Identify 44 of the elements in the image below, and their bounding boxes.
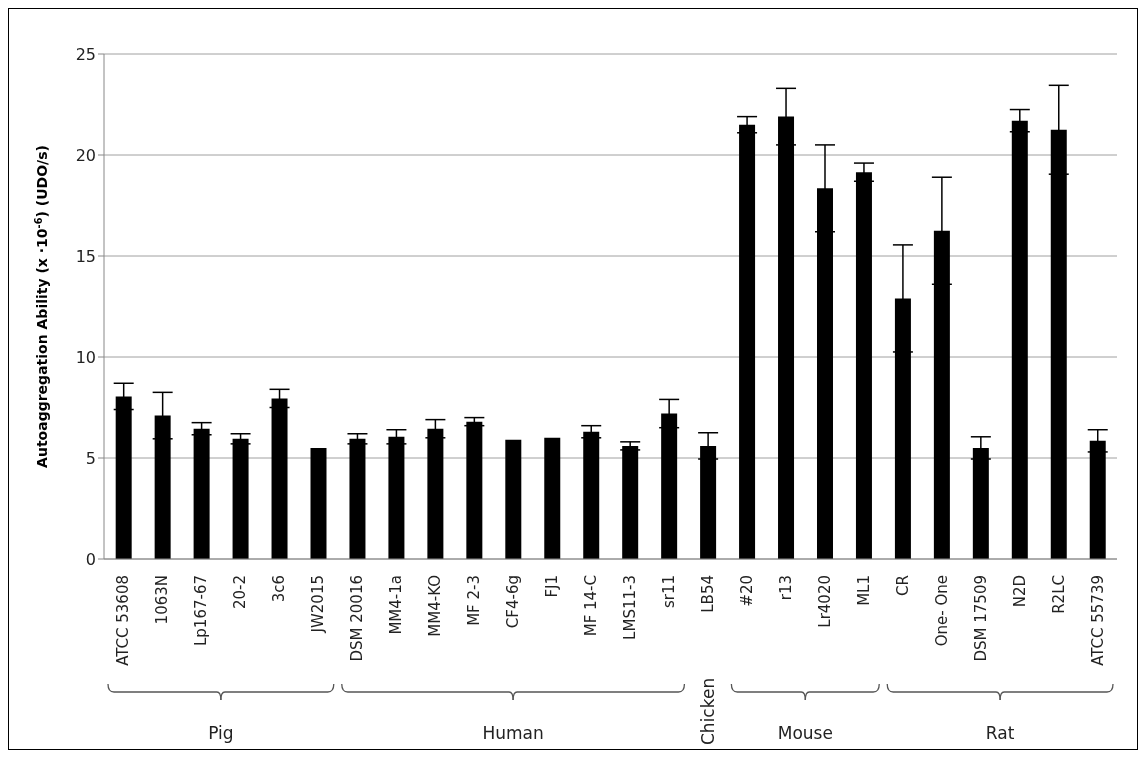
x-tick-label: 3c6 (270, 575, 289, 603)
x-tick-label: Lr4020 (815, 575, 834, 628)
bar (232, 438, 249, 559)
bar (466, 421, 483, 559)
text: Chicken (697, 677, 718, 745)
x-tick-label: ML1 (854, 575, 873, 606)
x-tick-label: DSM 17509 (971, 575, 990, 662)
x-tick-label: FJ1 (543, 575, 562, 598)
x-tick-label: sr11 (659, 575, 678, 609)
bar (544, 437, 561, 559)
bar (622, 445, 639, 559)
x-tick-label: Lp167-67 (192, 575, 211, 647)
x-tick-label: ATCC 55739 (1088, 575, 1107, 666)
text: Rat (985, 723, 1015, 743)
text: Pig (208, 723, 234, 743)
y-tick-label: 25 (75, 44, 96, 64)
text: Mouse (777, 723, 833, 743)
bar (310, 447, 327, 559)
x-tick-label: One- One (932, 575, 951, 647)
x-tick-label: LB54 (698, 575, 717, 613)
x-tick-label: MM4-1a (387, 575, 406, 635)
bar (505, 439, 522, 559)
x-tick-label: MM4-KO (426, 575, 445, 637)
x-tick-label: CR (893, 575, 912, 596)
x-tick-label: CF4-6g (504, 575, 523, 629)
text: Human (482, 723, 544, 743)
x-tick-label: 20-2 (231, 575, 250, 610)
x-tick-label: R2LC (1049, 575, 1068, 614)
x-tick-label: #20 (737, 575, 756, 607)
x-tick-label: JW2015 (309, 575, 328, 634)
y-tick-label: 0 (85, 549, 96, 569)
y-tick-label: 20 (75, 145, 96, 165)
x-tick-label: N2D (1010, 575, 1029, 608)
x-tick-label: MF 2-3 (465, 575, 484, 626)
y-tick-label: 10 (75, 347, 96, 367)
x-tick-label: r13 (776, 575, 795, 601)
y-tick-label: 15 (75, 246, 96, 266)
x-tick-label: 1063N (153, 575, 172, 625)
bar (349, 438, 366, 559)
y-tick-label: 5 (85, 448, 96, 468)
x-tick-label: ATCC 53608 (114, 575, 133, 666)
x-tick-label: LMS11-3 (620, 575, 639, 640)
x-tick-label: DSM 20016 (348, 575, 367, 662)
x-tick-label: MF 14-C (582, 575, 601, 637)
